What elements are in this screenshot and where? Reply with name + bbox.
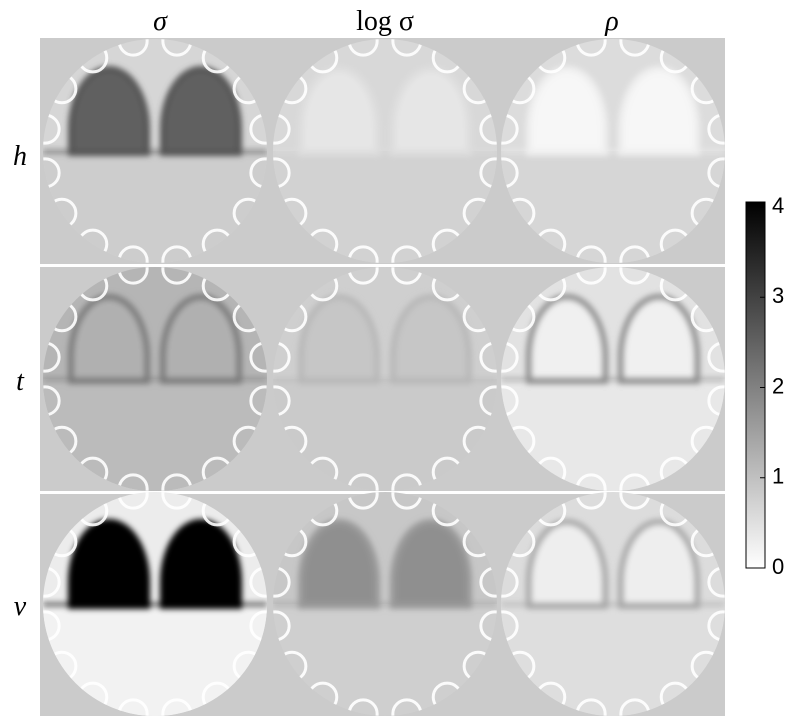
dome [621,297,697,381]
colorbar-tick-label: 1 [772,464,784,489]
row-label: v [14,591,27,622]
dome [163,297,239,381]
interface-line [273,602,497,607]
dome [621,522,697,606]
interface-line [273,377,497,382]
dome [529,522,605,606]
dome [301,297,377,381]
interface-line [43,377,267,382]
dome [301,522,377,606]
row-separator [40,264,725,267]
interface-line [43,602,267,607]
interface-line [501,602,725,607]
colorbar-tick-label: 4 [772,193,784,218]
dome [393,522,469,606]
interface-line [273,149,497,154]
panels [31,27,737,717]
dome [301,69,377,153]
row-label: h [13,141,27,172]
dome [163,69,239,153]
colorbar-tick-label: 2 [772,373,784,398]
dome [71,69,147,153]
interface-line [501,149,725,154]
column-label: ρ [604,6,618,37]
dome [621,69,697,153]
dome [71,297,147,381]
colorbar [746,202,765,568]
column-label: log σ [356,6,414,37]
column-label: σ [153,6,168,37]
dome [71,522,147,606]
row-label: t [16,366,25,397]
colorbar-tick-label: 0 [772,554,784,579]
interface-line [501,377,725,382]
interface-line [43,149,267,154]
figure: σ log σ ρ h t v 0 1 2 3 4 [0,0,791,717]
dome [393,69,469,153]
colorbar-tick-label: 3 [772,283,784,308]
dome [529,297,605,381]
dome [163,522,239,606]
dome [393,297,469,381]
dome [529,69,605,153]
